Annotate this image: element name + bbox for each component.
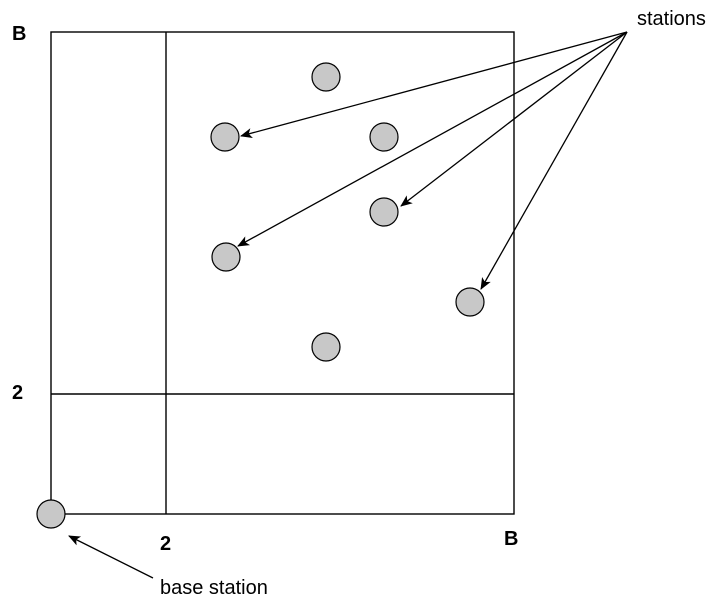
outer-square — [50, 31, 515, 515]
station-arrow — [240, 31, 628, 138]
station — [455, 287, 485, 317]
station-arrow — [480, 31, 628, 290]
label-b-top-left: B — [12, 23, 26, 45]
base-station-arrow — [68, 535, 154, 579]
label-stations: stations — [637, 8, 706, 30]
station — [369, 122, 399, 152]
station-arrow — [400, 31, 628, 207]
station-arrows — [237, 31, 628, 290]
station — [211, 242, 241, 272]
stations-group — [210, 62, 485, 362]
station — [369, 197, 399, 227]
label-b-bottom-right: B — [504, 528, 518, 550]
station — [311, 62, 341, 92]
label-base-station: base station — [160, 577, 268, 599]
label-two-bottom: 2 — [160, 533, 171, 555]
station — [210, 122, 240, 152]
station-arrow — [237, 31, 628, 247]
base-station — [36, 499, 66, 529]
station — [311, 332, 341, 362]
label-two-left: 2 — [12, 382, 23, 404]
